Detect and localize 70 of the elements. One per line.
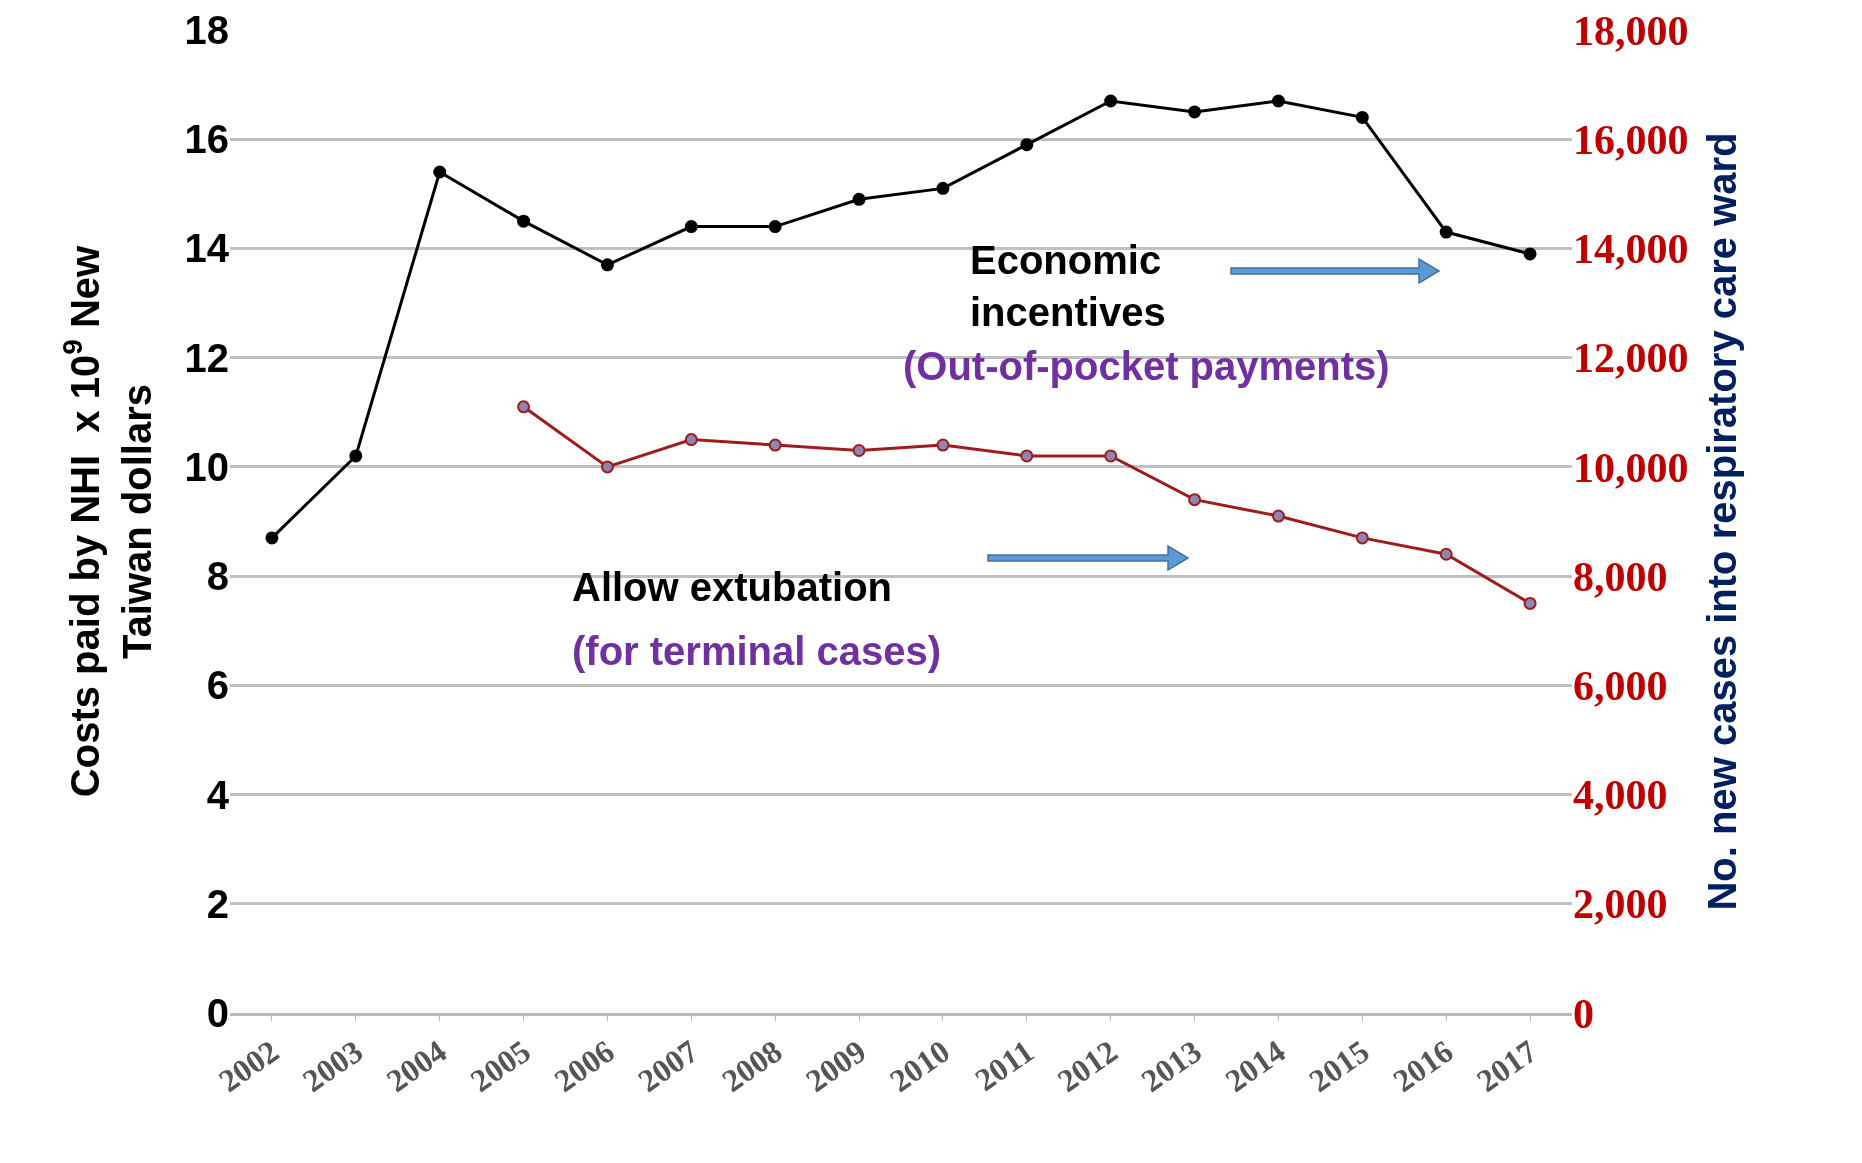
x-tick-label: 2011 (968, 1032, 1040, 1098)
point (1523, 247, 1537, 261)
point (517, 400, 531, 414)
point (517, 214, 531, 228)
y-tick-label: 4 (206, 772, 230, 817)
x-tick-label: 2014 (1218, 1032, 1292, 1099)
point (1188, 493, 1202, 507)
point (1439, 547, 1453, 561)
point (684, 220, 698, 234)
point (768, 438, 782, 452)
point (684, 433, 698, 447)
x-tick-label: 2009 (799, 1032, 873, 1099)
x-tick-label: 2015 (1302, 1032, 1376, 1099)
point (600, 460, 614, 474)
y2-tick-label: 18,000 (1573, 7, 1689, 54)
x-tick-label: 2003 (295, 1032, 369, 1099)
point (1188, 105, 1202, 119)
point (265, 531, 279, 545)
point (600, 258, 614, 272)
point (349, 449, 363, 463)
y-tick-label: 12 (184, 335, 229, 380)
y-tick-label: 10 (184, 444, 229, 489)
point (936, 438, 950, 452)
annotation: (for terminal cases) (572, 629, 942, 673)
y-tick-label: 2 (206, 881, 229, 926)
point (1523, 596, 1537, 610)
x-tick-label: 2008 (715, 1032, 789, 1099)
x-tick-label: 2013 (1134, 1032, 1208, 1099)
y2-tick-label: 6,000 (1573, 663, 1668, 710)
point (1355, 110, 1369, 124)
point (1355, 531, 1369, 545)
x-tick-label: 2002 (212, 1032, 286, 1099)
y2-tick-label: 14,000 (1573, 226, 1689, 273)
x-tick-label: 2017 (1470, 1032, 1544, 1099)
y-tick-label: 16 (184, 117, 229, 162)
point (1439, 225, 1453, 239)
y-tick-label: 8 (206, 554, 229, 599)
y2-tick-label: 4,000 (1573, 772, 1668, 819)
x-tick-label: 2005 (463, 1032, 537, 1099)
annotation: Allow extubation (572, 565, 892, 609)
y2-tick-label: 2,000 (1573, 881, 1668, 928)
annotation: (Out-of-pocket payments) (903, 344, 1390, 388)
point (1020, 138, 1034, 152)
y2-tick-label: 10,000 (1573, 444, 1689, 491)
point (768, 220, 782, 234)
y-tick-label: 0 (206, 991, 229, 1035)
point (433, 165, 447, 179)
y-tick-label: 14 (184, 226, 230, 271)
point (1104, 449, 1118, 463)
y-tick-label: 18 (184, 8, 229, 52)
point (1020, 449, 1034, 463)
y-tick-label: 6 (206, 663, 229, 708)
y2-tick-label: 12,000 (1573, 335, 1689, 382)
point (1271, 94, 1285, 108)
point (852, 444, 866, 458)
point (1271, 509, 1285, 523)
x-tick-label: 2010 (883, 1032, 957, 1099)
annotation: Economic incentives (970, 238, 1166, 334)
x-tick-label: 2006 (547, 1032, 621, 1099)
point (936, 181, 950, 195)
point (852, 192, 866, 206)
y2-tick-label: 16,000 (1573, 116, 1689, 163)
point (1104, 94, 1118, 108)
y2-tick-label: 0 (1573, 990, 1594, 1037)
x-tick-label: 2016 (1386, 1032, 1460, 1099)
x-tick-label: 2012 (1050, 1032, 1124, 1099)
x-tick-label: 2007 (631, 1032, 705, 1099)
y2-tick-label: 8,000 (1573, 553, 1668, 600)
x-tick-label: 2004 (379, 1032, 453, 1099)
y2-axis-title: No. new cases into respiratory care ward (1700, 132, 1744, 911)
